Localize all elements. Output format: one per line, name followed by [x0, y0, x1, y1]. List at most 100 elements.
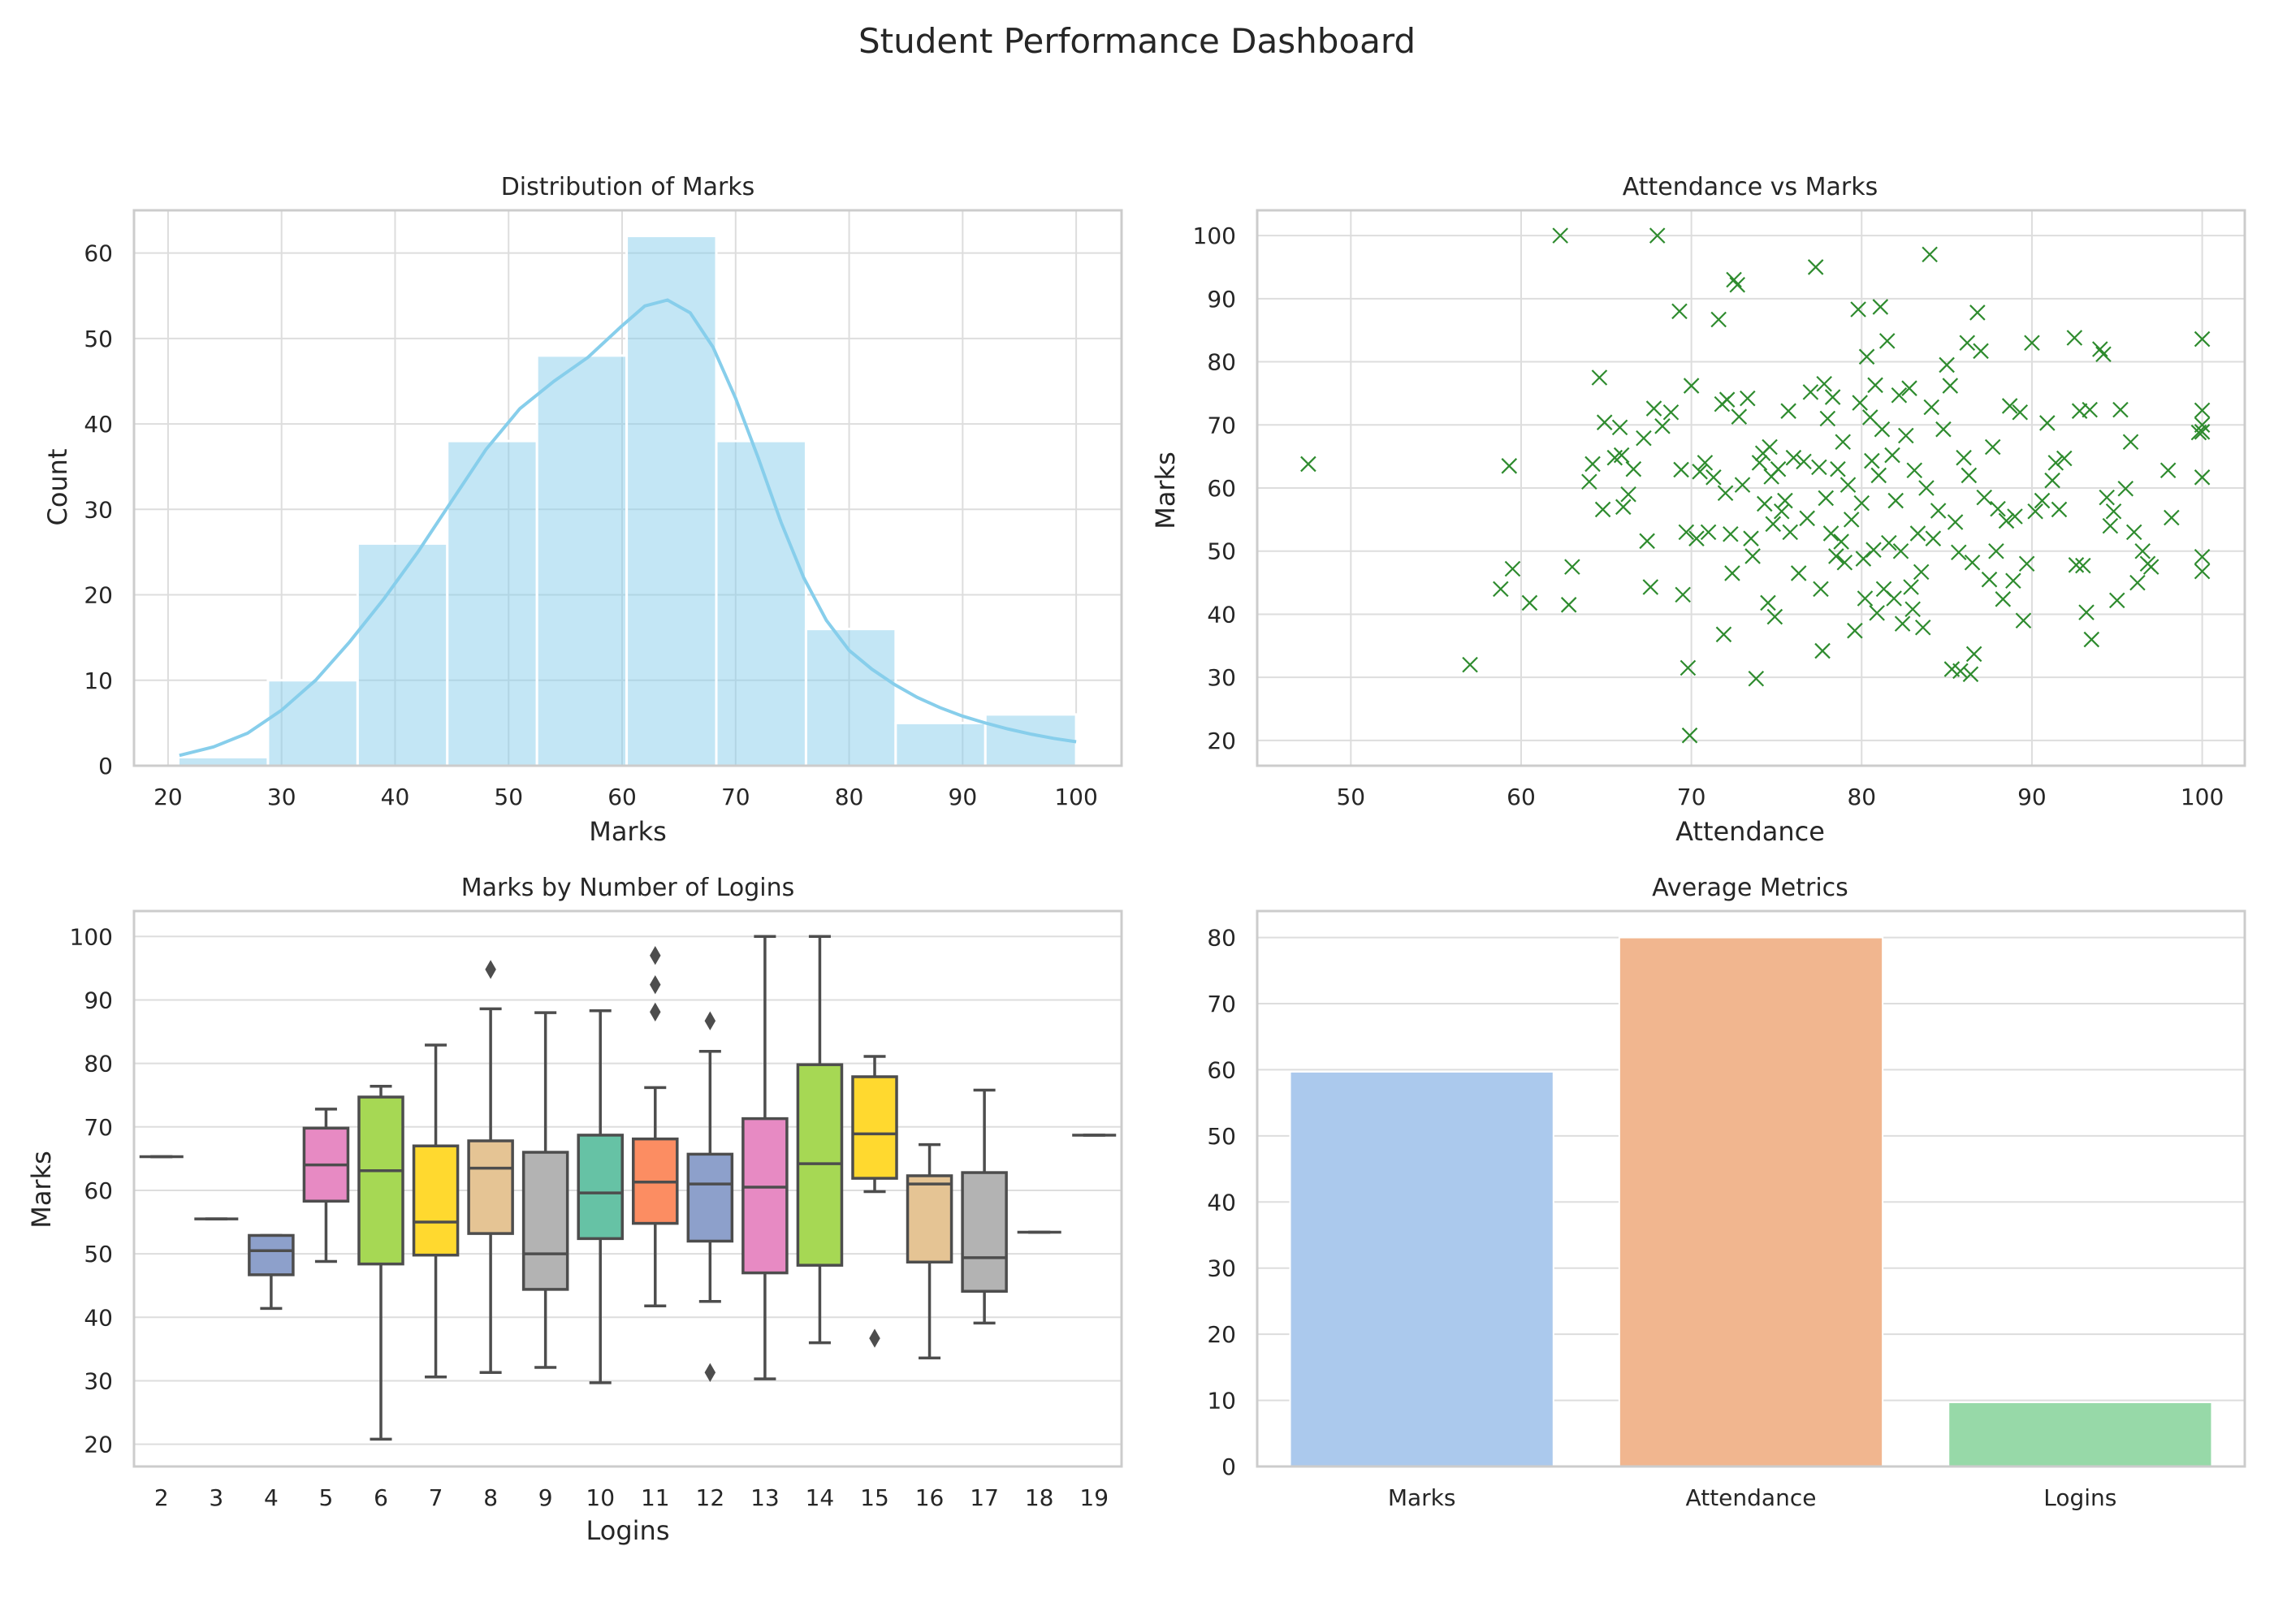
box-rect	[906, 1174, 953, 1264]
scatter-point	[2194, 417, 2211, 434]
box-rect	[961, 1171, 1008, 1293]
hist-bar	[446, 439, 538, 767]
scatter-point	[2007, 508, 2023, 525]
scatter-point	[1564, 559, 1580, 575]
box-y-tick-label: 20	[84, 1432, 113, 1458]
avg-y-tick-label: 30	[1207, 1255, 1236, 1282]
scatter-point	[1642, 579, 1659, 595]
scatter-point	[1724, 565, 1740, 581]
scatter-point	[1878, 333, 1896, 349]
scatter-point	[1802, 384, 1819, 400]
scatter-point	[1816, 375, 1832, 392]
scatter-y-tick-label: 70	[1207, 412, 1236, 438]
avg-y-tick-label: 70	[1207, 991, 1236, 1017]
box-x-tick-label: 13	[750, 1484, 780, 1511]
box-x-tick-label: 2	[154, 1484, 169, 1511]
scatter-point	[1913, 564, 1930, 581]
scatter-point	[1869, 605, 1885, 621]
box-y-tick-label: 30	[84, 1367, 113, 1394]
scatter-point	[1584, 456, 1601, 473]
scatter-y-tick-label: 100	[1193, 222, 1236, 249]
scatter-point	[1867, 377, 1883, 394]
scatter-point	[1654, 418, 1671, 434]
scatter-point	[1714, 395, 1731, 412]
scatter-point	[2044, 472, 2060, 489]
scatter-point	[2117, 480, 2134, 497]
hist-y-tick-label: 0	[98, 753, 113, 780]
scatter-point	[2194, 424, 2211, 440]
hist-x-tick-label: 100	[1054, 784, 1097, 810]
scatter-point	[1773, 503, 1790, 520]
scatter-point	[1734, 477, 1751, 493]
box-rect	[357, 1095, 404, 1266]
scatter-point	[1611, 419, 1628, 436]
scatter-point	[2092, 341, 2108, 357]
scatter-point	[1835, 434, 1851, 451]
scatter-point	[1858, 348, 1875, 365]
avg-y-tick-label: 50	[1207, 1123, 1236, 1150]
scatter-point	[1930, 503, 1947, 519]
scatter-point	[1864, 452, 1880, 469]
dashboard-title: Student Performance Dashboard	[858, 21, 1416, 61]
scatter-point	[2139, 555, 2156, 572]
box-outlier	[704, 1363, 716, 1383]
scatter-point	[1726, 271, 1742, 288]
hist-y-tick-label: 60	[84, 240, 113, 267]
scatter-point	[1636, 430, 1652, 447]
box-y-tick-label: 40	[84, 1304, 113, 1331]
scatter-point	[1581, 473, 1597, 490]
scatter-point	[2039, 415, 2056, 431]
scatter-point	[1884, 447, 1900, 464]
hist-bar	[715, 439, 807, 767]
hist-y-tick-label: 20	[84, 582, 113, 609]
scatter-point	[1886, 590, 1902, 607]
scatter-point	[2066, 330, 2083, 346]
hist-y-tick-label: 30	[84, 496, 113, 523]
box-x-tick-label: 15	[860, 1484, 889, 1511]
scatter-point	[2001, 398, 2018, 414]
scatter-point	[2159, 462, 2177, 479]
scatter-point	[1751, 455, 1768, 471]
box-x-tick-label: 12	[696, 1484, 725, 1511]
box-y-tick-label: 70	[84, 1114, 113, 1141]
scatter-point	[1777, 492, 1793, 509]
scatter-point	[1493, 581, 1509, 598]
scatter-point	[1675, 586, 1691, 603]
scatter-point	[2051, 501, 2068, 518]
box-x-tick-label: 7	[429, 1484, 443, 1511]
scatter-point	[2005, 572, 2021, 590]
scatter-point	[2047, 455, 2064, 471]
scatter-point	[2068, 557, 2085, 573]
scatter-point	[1697, 455, 1714, 471]
scatter-point	[1501, 458, 1518, 474]
hist-bar	[535, 354, 629, 767]
scatter-point	[1976, 489, 1993, 506]
box-outlier	[650, 974, 661, 995]
hist-bar	[356, 542, 449, 767]
scatter-point	[1552, 227, 1568, 244]
scatter-point	[1981, 571, 1998, 588]
box-rect	[302, 1126, 350, 1203]
boxplot-title: Marks by Number of Logins	[461, 874, 795, 902]
box-y-tick-label: 80	[84, 1051, 113, 1078]
hist-axes-frame	[132, 209, 1123, 767]
scatter-point	[2018, 555, 2035, 572]
scatter-point	[1717, 485, 1734, 501]
scatter-point	[1891, 387, 1908, 404]
scatter-point	[1998, 512, 2015, 529]
scatter-point	[2108, 592, 2125, 609]
box-x-tick-label: 10	[586, 1484, 615, 1511]
scatter-point	[2134, 542, 2151, 559]
scatter-point	[2194, 330, 2211, 348]
average-metrics-title: Average Metrics	[1652, 874, 1848, 902]
avg-x-tick-label: Attendance	[1686, 1484, 1817, 1511]
scatter-point	[1740, 390, 1756, 407]
scatter-point	[1855, 551, 1872, 567]
box-rect	[632, 1137, 679, 1225]
scatter-point	[1782, 524, 1798, 541]
scatter-point	[1857, 590, 1874, 607]
scatter-point	[2099, 489, 2115, 506]
box-x-tick-label: 16	[915, 1484, 945, 1511]
avg-x-tick-label: Marks	[1388, 1484, 1456, 1511]
hist-x-tick-label: 30	[267, 784, 296, 810]
